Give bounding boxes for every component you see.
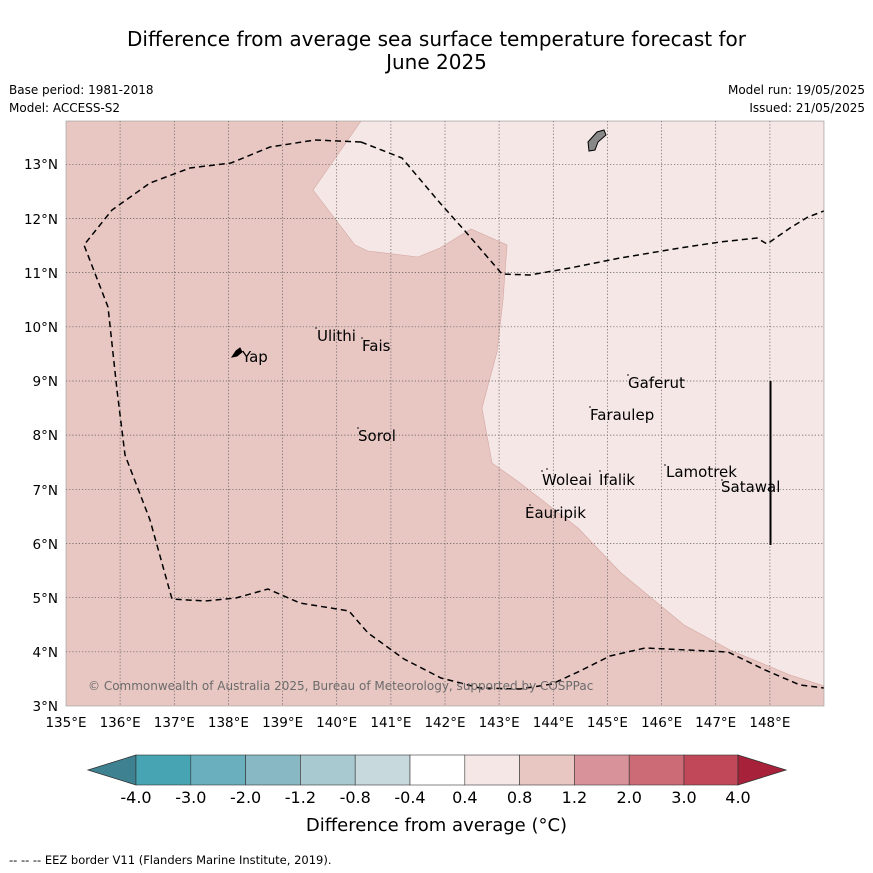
lat-tick-label: 13°N: [24, 157, 58, 173]
eez-border: [83, 139, 824, 690]
footer-note: -- -- -- EEZ border V11 (Flanders Marine…: [9, 853, 332, 867]
lon-tick-label: 145°E: [587, 715, 628, 731]
latitude-tick-labels: 3°N 4°N 5°N 6°N 7°N 8°N 9°N 10°N 11°N 12…: [24, 157, 58, 715]
lat-tick-label: 6°N: [33, 537, 58, 553]
colorbar-under-arrow: [86, 754, 137, 786]
place-label-faraulep: Faraulep: [590, 406, 654, 424]
lon-tick-label: 143°E: [479, 715, 520, 731]
issued-date: Issued: 21/05/2025: [749, 101, 865, 115]
colorbar-segment: [628, 754, 685, 786]
lon-tick-label: 140°E: [316, 715, 357, 731]
place-labels: Ulithi Fais Yap Gaferut Faraulep Sorol L…: [241, 327, 780, 522]
place-label-fais: Fais: [362, 337, 391, 355]
colorbar-tick-label: -0.8: [340, 788, 371, 807]
lat-tick-label: 9°N: [33, 374, 58, 390]
colorbar-tick-label: -2.0: [230, 788, 261, 807]
colorbar-tick-label: 2.0: [616, 788, 641, 807]
meta-left: Base period: 1981-2018 Model: ACCESS-S2: [9, 81, 154, 117]
lon-tick-label: 138°E: [208, 715, 249, 731]
lat-tick-label: 10°N: [24, 320, 58, 336]
lat-tick-label: 8°N: [33, 428, 58, 444]
lon-tick-label: 142°E: [424, 715, 465, 731]
chart-title: Difference from average sea surface temp…: [0, 28, 873, 74]
base-period: Base period: 1981-2018: [9, 83, 154, 97]
colorbar-tick-label: -0.4: [394, 788, 425, 807]
title-line-1: Difference from average sea surface temp…: [126, 27, 746, 51]
lon-tick-label: 139°E: [262, 715, 303, 731]
colorbar-segment: [245, 754, 301, 786]
colorbar-tick-label: -3.0: [175, 788, 206, 807]
colorbar-segment: [683, 754, 739, 786]
lat-tick-label: 4°N: [33, 645, 58, 661]
model-name: Model: ACCESS-S2: [9, 101, 121, 115]
lon-tick-label: 144°E: [533, 715, 574, 731]
colorbar-tick-label: 4.0: [725, 788, 750, 807]
place-label-lamotrek: Lamotrek: [666, 463, 737, 481]
colorbar-segment: [464, 754, 520, 786]
lat-tick-label: 5°N: [33, 591, 58, 607]
place-label-eauripik: Eauripik: [525, 504, 586, 522]
colorbar-over-arrow: [737, 754, 788, 786]
colorbar-tick-label: 1.2: [562, 788, 587, 807]
place-label-gaferut: Gaferut: [628, 374, 685, 392]
lon-tick-label: 147°E: [695, 715, 736, 731]
place-label-ulithi: Ulithi: [317, 327, 356, 345]
lon-tick-label: 141°E: [370, 715, 411, 731]
lon-tick-label: 137°E: [154, 715, 195, 731]
island-dots: [315, 327, 723, 506]
lat-tick-label: 12°N: [24, 212, 58, 228]
colorbar-segment: [574, 754, 630, 786]
lon-tick-label: 136°E: [100, 715, 141, 731]
lat-tick-label: 3°N: [33, 699, 58, 715]
lat-tick-label: 7°N: [33, 483, 58, 499]
yap-island: [230, 347, 243, 358]
colorbar-tick-labels: -4.0 -3.0 -2.0 -1.2 -0.8 -0.4 0.4 0.8 1.…: [120, 788, 750, 807]
colorbar-segment: [135, 754, 192, 786]
place-label-sorol: Sorol: [358, 427, 396, 445]
colorbar-segment: [190, 754, 246, 786]
place-label-woleai: Woleai: [542, 471, 592, 489]
place-label-satawal: Satawal: [721, 478, 780, 496]
lat-tick-label: 11°N: [24, 266, 58, 282]
place-label-ifalik: Ifalik: [599, 471, 635, 489]
colorbar-segment: [354, 754, 411, 786]
map-frame: [65, 120, 825, 707]
colorbar-tick-label: -1.2: [285, 788, 316, 807]
colorbar-tick-label: 3.0: [671, 788, 696, 807]
lon-tick-label: 135°E: [45, 715, 86, 731]
colorbar: -4.0 -3.0 -2.0 -1.2 -0.8 -0.4 0.4 0.8 1.…: [86, 754, 788, 807]
anomaly-band-low: [312, 121, 824, 687]
longitude-tick-labels: 135°E 136°E 137°E 138°E 139°E 140°E 141°…: [45, 715, 790, 731]
map-area: Ulithi Fais Yap Gaferut Faraulep Sorol L…: [66, 121, 824, 706]
colorbar-segment: [409, 754, 466, 786]
lon-tick-label: 148°E: [749, 715, 790, 731]
copyright-notice: © Commonwealth of Australia 2025, Bureau…: [88, 679, 593, 693]
eez-border-north: [360, 141, 824, 276]
meta-right: Model run: 19/05/2025 Issued: 21/05/2025: [728, 81, 865, 117]
colorbar-segment: [300, 754, 356, 786]
title-line-2: June 2025: [386, 50, 487, 74]
colorbar-tick-label: 0.8: [507, 788, 532, 807]
colorbar-segment: [519, 754, 575, 786]
colorbar-tick-label: -4.0: [120, 788, 151, 807]
guam-island: [587, 129, 607, 152]
model-run: Model run: 19/05/2025: [727, 83, 865, 97]
lon-tick-label: 146°E: [641, 715, 682, 731]
colorbar-title: Difference from average (°C): [305, 815, 568, 836]
place-label-yap: Yap: [241, 348, 268, 366]
colorbar-tick-label: 0.4: [452, 788, 477, 807]
